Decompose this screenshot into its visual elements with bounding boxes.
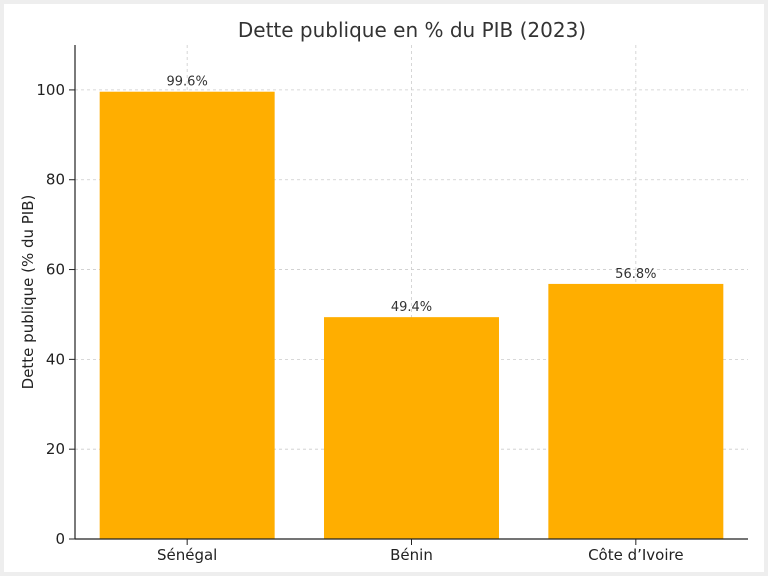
label-layer: 0 20 40 60 80 100 99.6% Sénégal 49.4% Bénin 56.8% C…: [36, 75, 683, 564]
x-tick-label: Bénin: [390, 546, 433, 564]
bar-2: [548, 283, 724, 539]
y-tick-label: 100: [36, 81, 65, 99]
y-tick-label: 40: [46, 350, 65, 368]
bar-1: [324, 317, 499, 539]
y-tick-label: 80: [46, 171, 65, 189]
data-label: 49.4%: [391, 300, 432, 315]
data-label: 99.6%: [167, 75, 208, 90]
chart-title: Dette publique en % du PIB (2023): [238, 18, 586, 42]
bar-0: [99, 91, 275, 540]
data-label: 56.8%: [615, 267, 656, 282]
y-tick-label: 60: [46, 261, 65, 279]
x-tick-label: Côte d’Ivoire: [588, 546, 684, 564]
axis-layer: [69, 45, 748, 545]
y-tick-label: 0: [55, 530, 65, 548]
x-tick-label: Sénégal: [157, 546, 217, 564]
y-axis-label: Dette publique (% du PIB): [19, 195, 37, 390]
y-tick-label: 20: [46, 440, 65, 458]
bar-layer: [99, 91, 724, 540]
